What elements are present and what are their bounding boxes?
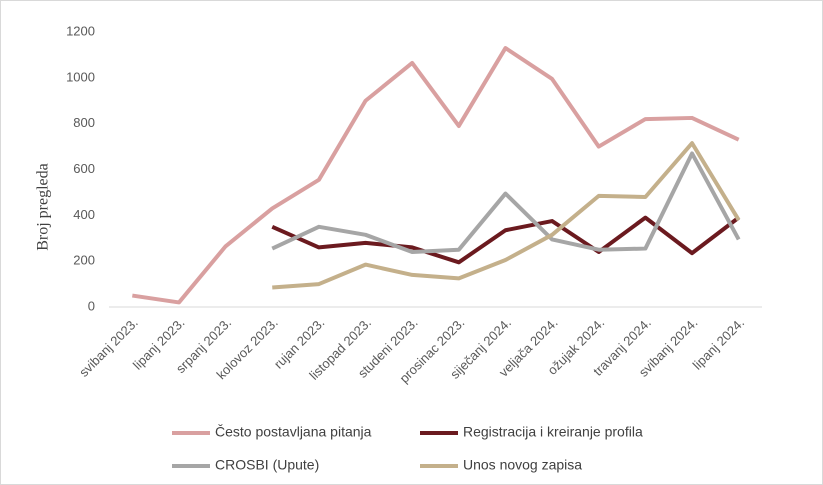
y-axis-label: Broj pregleda: [35, 163, 52, 251]
y-tick-label: 1200: [66, 23, 95, 38]
series-line: [272, 141, 741, 290]
series-line: [271, 215, 740, 265]
y-tick-label: 600: [73, 161, 95, 176]
y-tick-label: 800: [73, 115, 95, 130]
series-line: [271, 151, 741, 254]
legend-label: Često postavljana pitanja: [215, 424, 372, 440]
y-tick-label: 1000: [66, 69, 95, 84]
legend-label: Registracija i kreiranje profila: [463, 424, 643, 440]
legend-label: Unos novog zapisa: [463, 457, 582, 473]
y-tick-label: 0: [88, 298, 95, 313]
series-line: [132, 46, 740, 305]
y-tick-label: 200: [73, 253, 95, 268]
y-tick-label: 400: [73, 207, 95, 222]
legend-label: CROSBI (Upute): [215, 457, 319, 473]
